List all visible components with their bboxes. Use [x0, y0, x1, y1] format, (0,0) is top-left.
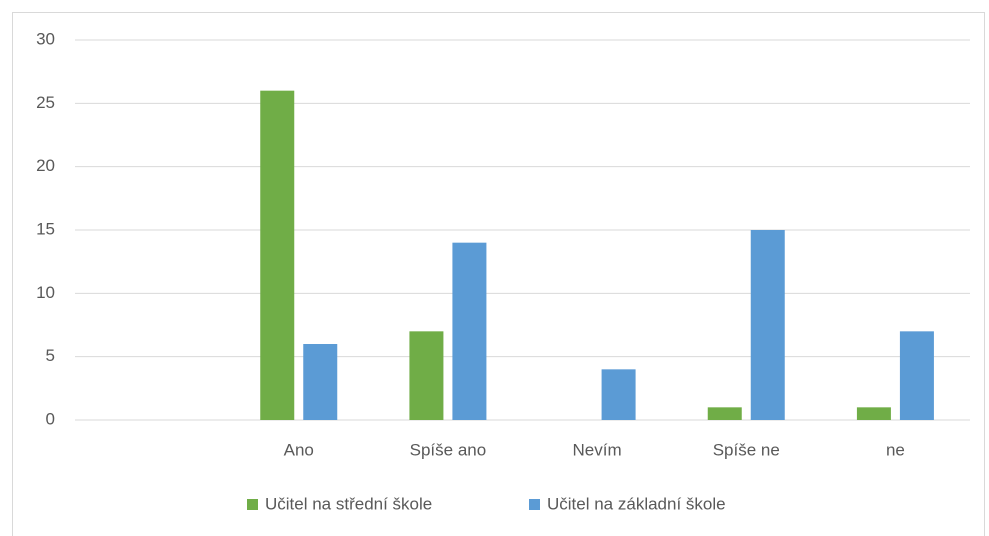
bar	[601, 369, 636, 420]
x-tick-label: ne	[886, 440, 905, 459]
bar	[750, 230, 785, 420]
legend-label: Učitel na základní škole	[547, 494, 726, 513]
bar	[707, 407, 742, 420]
chart-border	[12, 12, 985, 536]
y-tick-label: 25	[36, 93, 55, 112]
bar	[856, 407, 891, 420]
bar	[409, 331, 444, 420]
y-tick-label: 10	[36, 283, 55, 302]
legend-label: Učitel na střední škole	[265, 494, 432, 513]
legend-swatch	[247, 499, 258, 510]
y-tick-label: 30	[36, 29, 55, 48]
bar	[260, 90, 295, 421]
legend-swatch	[529, 499, 540, 510]
y-tick-label: 0	[46, 409, 55, 428]
bar	[452, 242, 487, 420]
x-tick-label: Ano	[284, 440, 314, 459]
y-tick-label: 5	[46, 346, 55, 365]
y-tick-label: 15	[36, 219, 55, 238]
x-tick-label: Spíše ano	[410, 440, 487, 459]
x-tick-label: Nevím	[573, 440, 622, 459]
x-tick-label: Spíše ne	[713, 440, 780, 459]
bar	[899, 331, 934, 420]
bar	[303, 344, 338, 420]
y-tick-label: 20	[36, 156, 55, 175]
